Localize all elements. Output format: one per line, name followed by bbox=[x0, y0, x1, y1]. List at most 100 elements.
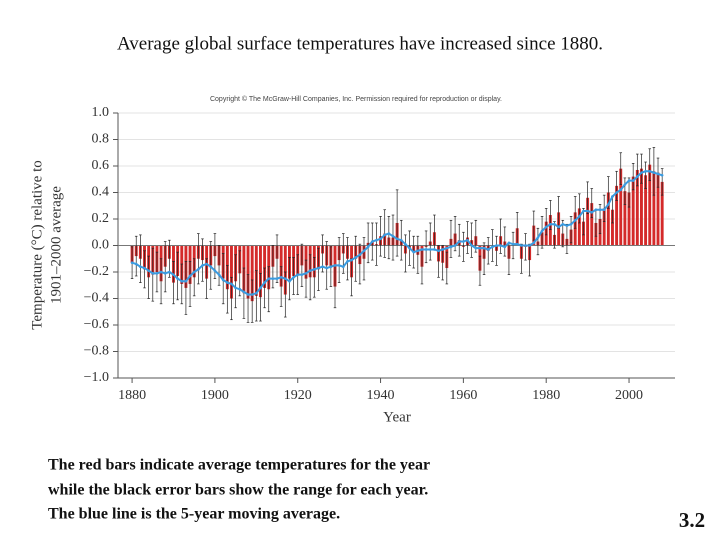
x-tick-label: 2000 bbox=[615, 388, 643, 403]
moving-average-point bbox=[151, 272, 155, 275]
moving-average-point bbox=[312, 268, 316, 271]
moving-average-point bbox=[528, 244, 531, 247]
error-bar bbox=[250, 279, 254, 323]
y-tick-label: 0.4 bbox=[92, 185, 110, 200]
moving-average-point bbox=[437, 249, 440, 253]
moving-average-point bbox=[573, 219, 577, 222]
slide-title: Average global surface temperatures have… bbox=[117, 33, 603, 54]
error-bar bbox=[631, 163, 635, 191]
moving-average-point bbox=[561, 223, 565, 226]
bar bbox=[640, 168, 643, 246]
moving-average-point bbox=[478, 246, 482, 250]
error-bar bbox=[271, 245, 275, 289]
error-bar bbox=[648, 148, 652, 181]
moving-average-point bbox=[250, 293, 254, 296]
moving-average-point bbox=[217, 273, 221, 276]
moving-average-point bbox=[284, 277, 287, 280]
moving-average-point bbox=[524, 244, 527, 247]
moving-average-point bbox=[267, 277, 271, 280]
bar bbox=[635, 169, 639, 246]
moving-average-point bbox=[209, 265, 213, 269]
bar bbox=[606, 192, 610, 246]
error-bar bbox=[346, 237, 349, 281]
moving-average-point bbox=[449, 245, 453, 249]
error-bar bbox=[586, 181, 589, 215]
y-tick-label: 0.2 bbox=[92, 211, 110, 226]
moving-average-point bbox=[615, 191, 618, 194]
moving-average-point bbox=[420, 248, 424, 251]
moving-average-point bbox=[180, 279, 184, 283]
moving-average-point bbox=[540, 229, 544, 233]
moving-average-point bbox=[304, 272, 308, 275]
error-bar bbox=[379, 216, 382, 257]
moving-average-point bbox=[354, 256, 358, 259]
moving-average-point bbox=[387, 232, 391, 235]
bar bbox=[660, 181, 664, 246]
error-bar bbox=[445, 251, 449, 285]
bar bbox=[615, 185, 619, 246]
moving-average-point bbox=[163, 272, 167, 275]
moving-average-point bbox=[486, 248, 490, 251]
y-tick-label: 0.8 bbox=[92, 132, 110, 147]
y-tick-label: −0.8 bbox=[84, 344, 109, 359]
bar bbox=[557, 212, 561, 246]
error-bar bbox=[163, 241, 167, 293]
bar bbox=[627, 192, 631, 246]
moving-average-point bbox=[553, 223, 556, 226]
moving-average-point bbox=[532, 241, 536, 245]
moving-average-point bbox=[412, 250, 415, 254]
moving-average-point bbox=[188, 274, 192, 278]
error-bar bbox=[424, 230, 428, 264]
bar bbox=[611, 209, 614, 246]
moving-average-point bbox=[143, 266, 146, 270]
bar bbox=[586, 197, 590, 246]
moving-average-point bbox=[391, 234, 395, 238]
moving-average-point bbox=[192, 270, 196, 274]
bar bbox=[577, 208, 581, 246]
moving-average-point bbox=[582, 209, 585, 213]
moving-average-point bbox=[656, 172, 660, 176]
moving-average-point bbox=[370, 240, 374, 243]
error-bar bbox=[242, 267, 246, 319]
moving-average-point bbox=[404, 242, 407, 246]
error-bar bbox=[457, 223, 461, 257]
error-bar bbox=[557, 196, 560, 229]
error-bar bbox=[275, 234, 279, 283]
error-bar bbox=[565, 223, 569, 254]
moving-average-point bbox=[640, 171, 643, 174]
moving-average-point bbox=[631, 179, 635, 182]
moving-average-point bbox=[246, 293, 250, 296]
y-tick-label: −0.6 bbox=[84, 317, 109, 332]
moving-average-point bbox=[569, 223, 573, 226]
error-bar bbox=[623, 177, 627, 205]
moving-average-point bbox=[416, 249, 420, 253]
bar bbox=[652, 171, 656, 246]
moving-average-point bbox=[308, 269, 312, 272]
bar bbox=[644, 175, 648, 246]
error-bar bbox=[197, 233, 200, 285]
error-bar bbox=[317, 247, 320, 291]
moving-average-point bbox=[441, 248, 444, 251]
bar bbox=[619, 168, 623, 246]
x-tick-label: 1960 bbox=[449, 388, 477, 403]
moving-average-point bbox=[159, 270, 163, 274]
bar bbox=[259, 245, 262, 298]
moving-average-point bbox=[221, 278, 225, 282]
error-bar bbox=[147, 255, 150, 299]
error-bar bbox=[201, 238, 204, 282]
error-bar bbox=[416, 235, 420, 274]
moving-average-point bbox=[445, 246, 449, 250]
x-tick-label: 1900 bbox=[201, 388, 229, 403]
bar bbox=[283, 245, 287, 295]
error-bar bbox=[259, 272, 262, 322]
error-bar bbox=[209, 241, 213, 290]
moving-average-point bbox=[184, 279, 188, 283]
error-bar bbox=[267, 266, 271, 313]
moving-average-point bbox=[482, 246, 486, 250]
moving-average-point bbox=[263, 281, 266, 284]
moving-average-point bbox=[213, 269, 217, 272]
caption-line: The blue line is the 5-year moving avera… bbox=[48, 506, 340, 523]
error-bar bbox=[466, 221, 469, 254]
moving-average-point bbox=[292, 276, 295, 279]
